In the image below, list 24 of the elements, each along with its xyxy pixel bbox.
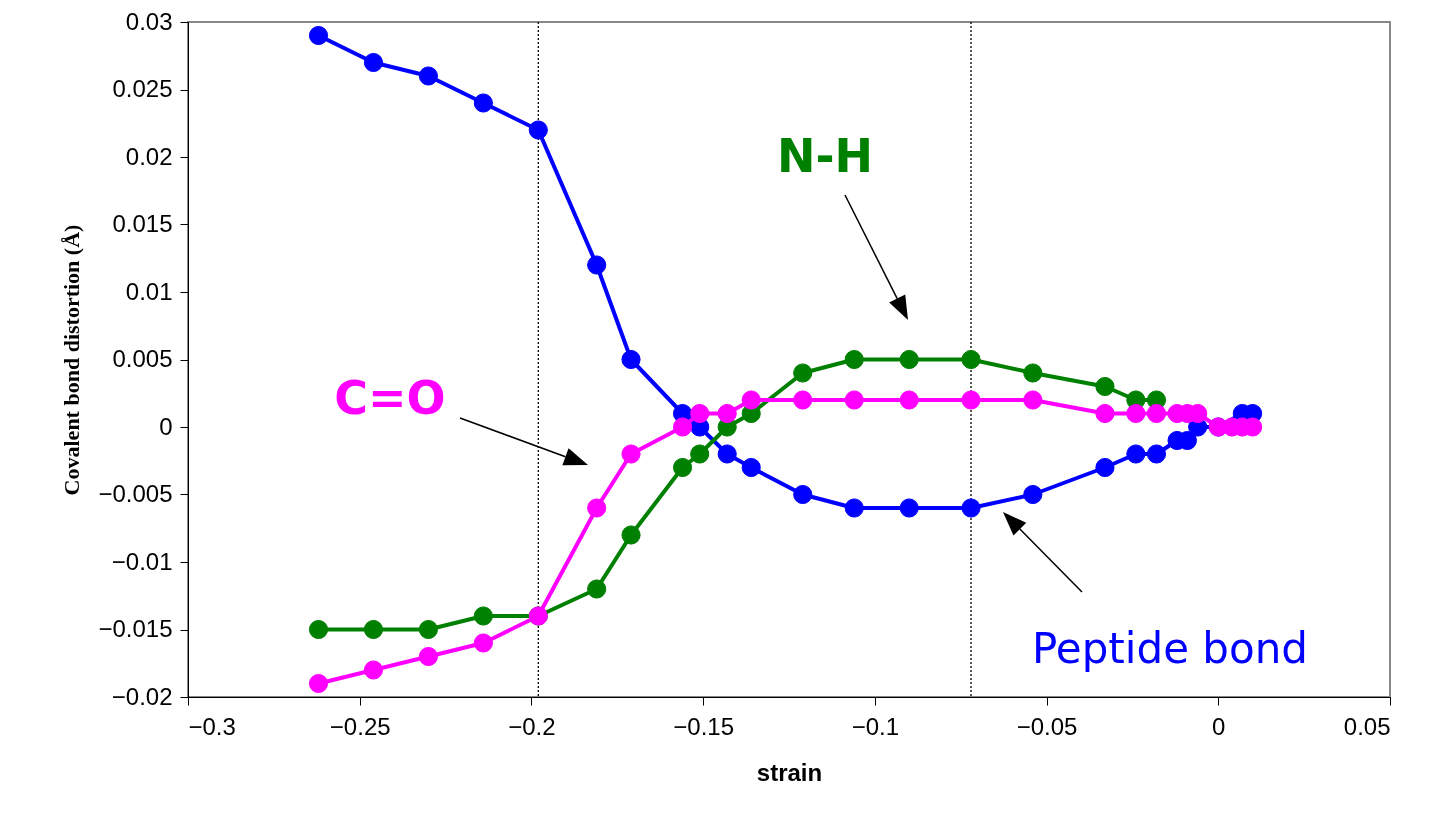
text: N-H: [776, 129, 874, 183]
x-axis-title: strain: [756, 758, 823, 786]
x-tick-label: 0: [1212, 712, 1226, 740]
y-tick-label: −0.005: [98, 480, 173, 507]
y-tick-label: −0.01: [111, 547, 173, 575]
text: C=O: [334, 371, 446, 425]
y-tick-label: −0.02: [111, 682, 173, 710]
y-tick-label: −0.015: [98, 615, 173, 642]
y-tick-label: 0.025: [112, 75, 173, 102]
x-tick-label: −0.2: [508, 712, 556, 740]
x-tick-label: −0.15: [673, 712, 735, 740]
y-tick-label: 0.01: [125, 277, 173, 305]
y-tick-label: 0.02: [125, 142, 173, 170]
y-axis-title: Covalent bond distortion (Å): [59, 224, 85, 496]
x-tick-label: −0.1: [851, 712, 900, 740]
y-tick-label: 0.005: [112, 345, 173, 372]
y-tick-label: 0: [159, 412, 173, 440]
x-tick-label: −0.05: [1016, 712, 1078, 740]
x-tick-label: 0.05: [1343, 712, 1391, 740]
x-tick-label: −0.3: [188, 712, 236, 740]
x-tick-label: −0.25: [329, 712, 391, 740]
text: Peptide bond: [1032, 624, 1308, 673]
y-tick-label: 0.03: [125, 7, 173, 35]
y-tick-label: 0.015: [112, 210, 173, 237]
